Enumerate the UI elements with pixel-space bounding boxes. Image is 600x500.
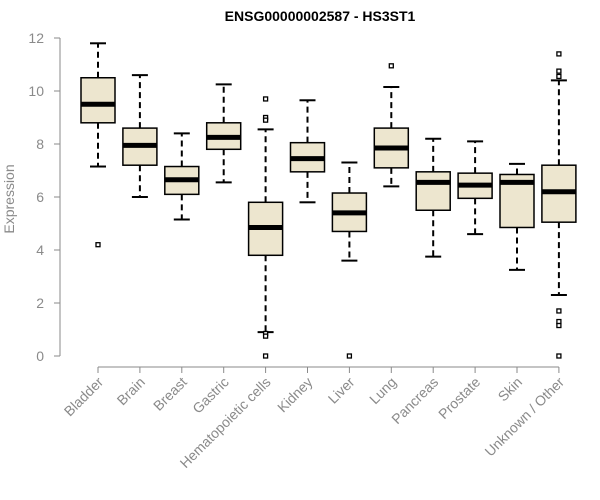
box-group <box>205 83 242 184</box>
outlier-point <box>556 308 562 314</box>
box-group <box>164 132 200 221</box>
y-axis-label: Expression <box>1 164 17 233</box>
box-group <box>80 42 116 248</box>
outlier-point <box>262 353 269 359</box>
y-tick-label: 6 <box>36 189 44 205</box>
box-group <box>541 51 577 359</box>
outlier-point <box>556 68 562 74</box>
outlier-point <box>262 96 269 102</box>
box-group <box>373 63 410 188</box>
x-tick-label: Brain <box>114 374 148 408</box>
outlier-point <box>262 333 269 339</box>
x-tick-label: Lung <box>366 374 399 407</box>
outlier-point <box>556 73 562 80</box>
x-tick-label: Pancreas <box>388 374 441 427</box>
box <box>80 77 116 124</box>
x-tick-label: Bladder <box>61 374 107 420</box>
y-tick-label: 2 <box>36 295 44 311</box>
box-group <box>247 96 284 359</box>
outlier-point <box>388 63 394 69</box>
x-tick-label: Liver <box>325 374 358 407</box>
box <box>415 171 451 211</box>
chart-title: ENSG00000002587 - HS3ST1 <box>224 8 416 24</box>
box-group <box>457 140 493 236</box>
x-tick-label: Unknown / Other <box>481 374 567 460</box>
box-group <box>415 137 451 258</box>
box-group <box>289 99 326 204</box>
y-tick-label: 12 <box>28 30 44 46</box>
box-group <box>499 162 535 271</box>
boxes-layer <box>80 42 577 359</box>
box-group <box>331 161 368 359</box>
x-tick-label: Kidney <box>274 374 316 416</box>
x-tick-label: Breast <box>150 374 190 414</box>
y-tick-label: 4 <box>36 242 44 258</box>
outlier-point <box>262 117 269 123</box>
y-axis: 0 2 4 6 8 10 12 <box>28 30 61 364</box>
y-tick-label: 0 <box>36 348 44 364</box>
x-tick-label: Skin <box>495 374 526 405</box>
outlier-point <box>556 51 562 57</box>
outlier-point <box>95 242 101 248</box>
y-tick-label: 8 <box>36 136 44 152</box>
outlier-point <box>556 353 562 359</box>
box-group <box>122 74 158 198</box>
x-tick-label: Prostate <box>435 374 483 422</box>
outlier-point <box>346 353 353 359</box>
y-tick-label: 10 <box>28 83 44 99</box>
outlier-point <box>556 322 562 329</box>
